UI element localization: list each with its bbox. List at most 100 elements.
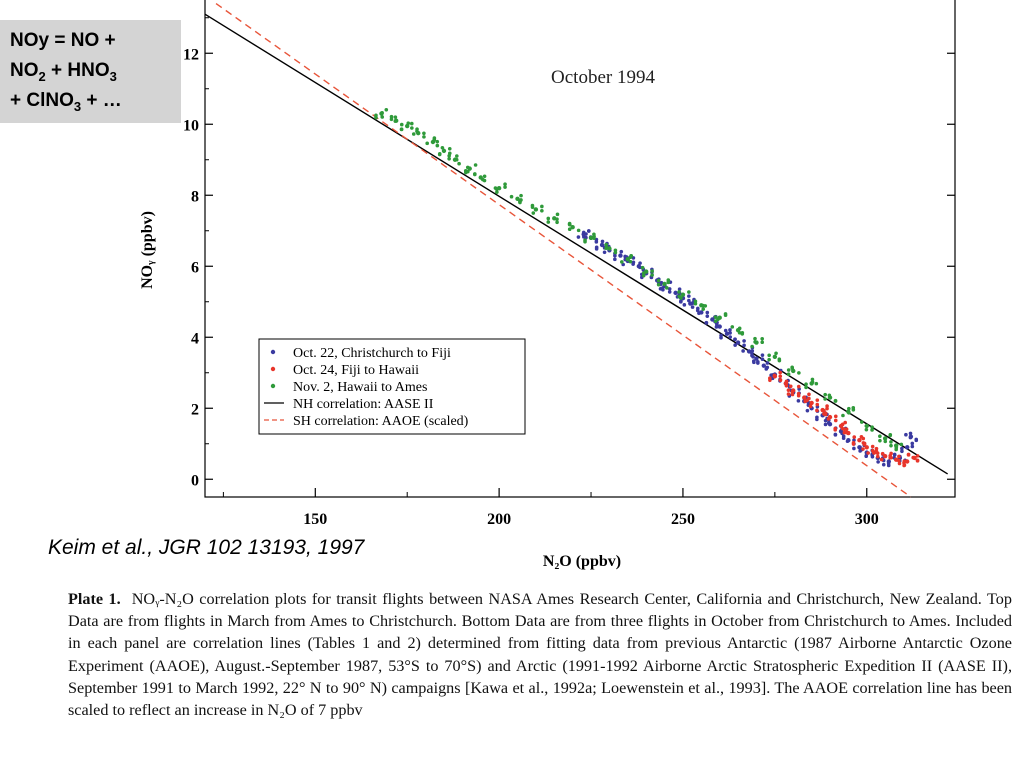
data-point-cluster — [815, 398, 820, 402]
data-point-cluster — [767, 357, 771, 362]
data-point-cluster — [629, 253, 633, 258]
data-point-cluster — [682, 303, 687, 307]
data-point-cluster — [713, 315, 718, 319]
figure-caption: Plate 1. NOᵧ-N₂O correlation plots for t… — [68, 588, 1012, 721]
data-point-cluster — [823, 418, 828, 423]
legend-label: NH correlation: AASE II — [293, 397, 434, 412]
data-point-cluster — [879, 457, 884, 462]
nh-correlation-line — [204, 13, 949, 475]
data-point-cluster — [874, 449, 879, 454]
data-point-cluster — [843, 420, 847, 425]
data-point-cluster — [906, 453, 911, 457]
data-point-cluster — [435, 143, 440, 148]
data-point-cluster — [753, 340, 757, 344]
data-point-cluster — [786, 372, 791, 377]
data-point-cluster — [859, 420, 864, 424]
data-point-cluster — [432, 137, 437, 142]
data-point-cluster — [393, 119, 398, 123]
data-point-cluster — [847, 406, 851, 411]
data-point-cluster — [737, 326, 742, 331]
data-point-cluster — [667, 290, 672, 294]
data-point-cluster — [914, 437, 919, 442]
data-point-cluster — [825, 404, 829, 408]
data-point-cluster — [883, 439, 888, 444]
y-axis-label: NOᵧ (ppbv) — [139, 211, 156, 289]
data-point — [857, 438, 862, 443]
data-point-cluster — [638, 265, 642, 270]
data-point-cluster — [784, 383, 789, 388]
x-axis-label: N₂O (ppbv) — [543, 553, 621, 570]
data-point-cluster — [864, 424, 869, 428]
data-point-cluster — [772, 373, 777, 378]
data-point-cluster — [842, 430, 847, 435]
data-point-cluster — [677, 294, 681, 299]
legend-label: Oct. 24, Fiji to Hawaii — [293, 363, 419, 378]
data-point-cluster — [750, 344, 754, 349]
legend-marker — [270, 366, 276, 372]
noy-definition-box: NOy = NO + NO2 + HNO3 + ClNO3 + … — [0, 20, 181, 123]
data-point-cluster — [604, 245, 609, 250]
data-point-cluster — [393, 115, 398, 119]
data-point-cluster — [620, 260, 624, 264]
data-point-cluster — [804, 382, 808, 387]
data-point-cluster — [904, 432, 908, 437]
data-point-cluster — [786, 392, 791, 396]
data-point-cluster — [410, 126, 414, 130]
caption-plate-label: Plate 1. — [68, 590, 121, 608]
data-point-cluster — [778, 370, 783, 375]
data-point-cluster — [619, 249, 624, 254]
data-point-cluster — [751, 355, 755, 359]
data-point-cluster — [661, 287, 665, 292]
data-point-cluster — [455, 154, 459, 158]
data-point-cluster — [695, 308, 700, 313]
data-point — [905, 459, 910, 464]
data-point — [570, 225, 575, 230]
data-point-cluster — [693, 299, 698, 304]
legend-label: Nov. 2, Hawaii to Ames — [293, 380, 427, 395]
data-point-cluster — [899, 442, 904, 447]
data-point-cluster — [389, 117, 394, 122]
data-point-cluster — [851, 440, 856, 445]
data-point-cluster — [894, 447, 898, 452]
data-point-cluster — [399, 122, 404, 127]
data-point — [882, 453, 888, 459]
data-point-cluster — [587, 229, 591, 233]
data-point-cluster — [815, 408, 819, 413]
data-point-cluster — [765, 361, 770, 365]
data-point-cluster — [847, 411, 851, 415]
data-point-cluster — [705, 310, 710, 315]
data-point — [515, 196, 520, 201]
data-point-cluster — [425, 141, 429, 146]
noy-definition-line1: NOy = NO + — [10, 30, 116, 51]
data-point-cluster — [833, 432, 838, 437]
data-point-cluster — [866, 451, 870, 455]
noy-definition-line3: + ClNO3 + … — [10, 90, 122, 114]
data-point-cluster — [897, 454, 901, 459]
y-tick-label: 0 — [191, 472, 199, 489]
data-point-cluster — [531, 211, 536, 215]
data-point — [673, 290, 678, 296]
data-point-cluster — [852, 446, 856, 451]
data-point-cluster — [493, 186, 498, 190]
data-point-cluster — [714, 325, 719, 329]
data-point-cluster — [481, 177, 485, 182]
data-point-cluster — [697, 311, 701, 316]
data-point-cluster — [641, 273, 646, 278]
data-point-cluster — [874, 446, 879, 451]
data-point-cluster — [733, 343, 737, 347]
data-point — [680, 292, 686, 297]
data-point-cluster — [555, 212, 560, 217]
noy-definition-line2: NO2 + HNO3 — [10, 60, 117, 84]
data-point-cluster — [810, 377, 815, 382]
data-point-cluster — [797, 371, 801, 375]
data-point-cluster — [875, 454, 880, 459]
data-point — [618, 253, 623, 258]
data-point-cluster — [767, 353, 771, 358]
data-point-cluster — [530, 203, 535, 208]
data-point-cluster — [604, 242, 609, 247]
data-point-cluster — [823, 397, 827, 401]
data-point-cluster — [864, 427, 869, 432]
data-point-cluster — [730, 325, 735, 329]
data-point-cluster — [602, 250, 607, 255]
